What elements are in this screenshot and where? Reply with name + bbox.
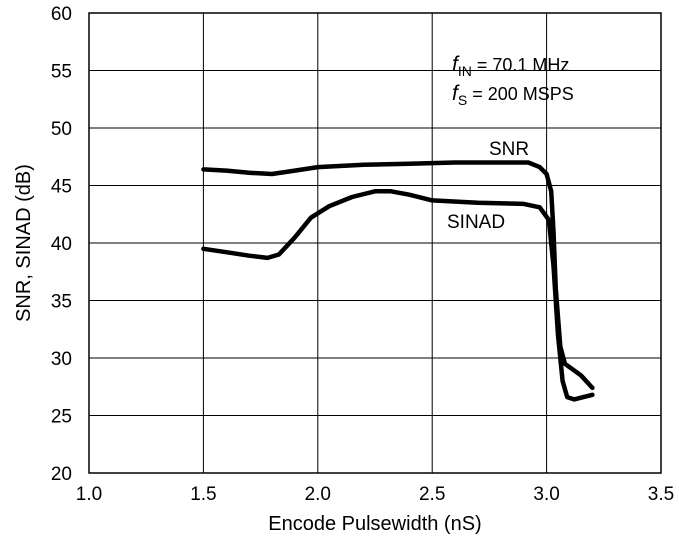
y-tick-labels: 20 25 30 35 40 45 50 55 60 bbox=[51, 4, 72, 485]
y-tick-label: 45 bbox=[51, 177, 72, 198]
fin-value: = 70.1 MHz bbox=[472, 55, 570, 75]
y-tick-label: 40 bbox=[51, 234, 72, 255]
grid bbox=[89, 13, 661, 473]
x-tick-label: 2.0 bbox=[305, 484, 331, 505]
svg-text:fIN = 70.1 MHz: fIN = 70.1 MHz bbox=[452, 53, 569, 79]
y-tick-label: 35 bbox=[51, 292, 72, 313]
x-tick-label: 1.5 bbox=[190, 484, 216, 505]
y-tick-label: 60 bbox=[51, 4, 72, 25]
x-tick-label: 1.0 bbox=[76, 484, 102, 505]
x-tick-label: 3.0 bbox=[533, 484, 559, 505]
y-tick-label: 20 bbox=[51, 464, 72, 485]
x-tick-label: 2.5 bbox=[419, 484, 445, 505]
series-curves bbox=[201, 160, 595, 402]
series-line-snr bbox=[201, 160, 595, 391]
fin-symbol: f bbox=[452, 53, 460, 76]
y-tick-label: 30 bbox=[51, 349, 72, 370]
y-tick-label: 50 bbox=[51, 119, 72, 140]
condition-annotation: fIN = 70.1 MHz fS = 200 MSPS bbox=[452, 53, 574, 108]
fin-subscript: IN bbox=[458, 63, 472, 79]
snr-label: SNR bbox=[489, 139, 529, 160]
x-axis-title: Encode Pulsewidth (nS) bbox=[268, 513, 481, 535]
fs-value: = 200 MSPS bbox=[467, 84, 574, 104]
x-tick-label: 3.5 bbox=[648, 484, 674, 505]
y-tick-label: 55 bbox=[51, 62, 72, 83]
sinad-label: SINAD bbox=[447, 212, 505, 233]
y-tick-label: 25 bbox=[51, 407, 72, 428]
fs-symbol: f bbox=[452, 82, 460, 105]
x-tick-labels: 1.0 1.5 2.0 2.5 3.0 3.5 bbox=[76, 484, 674, 505]
svg-text:fS = 200 MSPS: fS = 200 MSPS bbox=[452, 82, 574, 108]
series-line-sinad bbox=[201, 189, 595, 402]
fs-subscript: S bbox=[458, 92, 467, 108]
plot-frame bbox=[88, 12, 662, 474]
y-axis-title: SNR, SINAD (dB) bbox=[13, 164, 35, 322]
